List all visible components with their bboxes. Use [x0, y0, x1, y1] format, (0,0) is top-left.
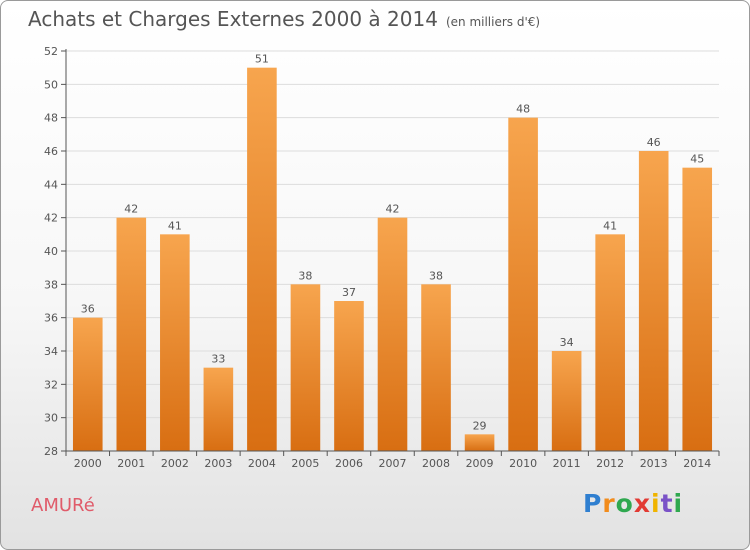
bar	[203, 367, 234, 451]
x-tick-label: 2003	[204, 457, 232, 470]
x-tick-label: 2010	[509, 457, 537, 470]
x-tick-label: 2008	[422, 457, 450, 470]
logo-letter: x	[633, 489, 651, 518]
bar	[160, 234, 190, 451]
logo-letter: t	[660, 489, 674, 518]
logo-letter: o	[615, 489, 634, 518]
x-tick-label: 2005	[291, 457, 319, 470]
y-tick-label: 52	[44, 45, 58, 58]
proxiti-logo: Proxiti	[583, 489, 683, 518]
bar	[72, 317, 103, 451]
bar	[595, 234, 625, 451]
y-tick-label: 50	[44, 78, 58, 91]
bar-value-label: 33	[211, 353, 225, 366]
bar-value-label: 41	[168, 219, 182, 232]
logo-letter: r	[602, 489, 616, 518]
bar	[508, 117, 538, 452]
y-tick-label: 40	[44, 245, 58, 258]
y-tick-label: 34	[44, 345, 58, 358]
y-tick-label: 30	[44, 412, 58, 425]
bar-value-label: 42	[386, 203, 400, 216]
bar-value-label: 42	[124, 203, 138, 216]
x-tick-label: 2009	[466, 457, 494, 470]
y-tick-label: 46	[44, 145, 58, 158]
y-tick-label: 32	[44, 378, 58, 391]
commune-name: AMURé	[31, 495, 95, 516]
bar-value-label: 45	[690, 153, 704, 166]
x-tick-label: 2001	[117, 457, 145, 470]
bar	[247, 67, 277, 452]
y-tick-label: 28	[44, 445, 58, 458]
bar-value-label: 29	[473, 419, 487, 432]
chart-title-text: Achats et Charges Externes 2000 à 2014	[28, 7, 438, 31]
x-tick-label: 2007	[379, 457, 407, 470]
bar-value-label: 51	[255, 53, 269, 66]
bar-value-label: 46	[647, 136, 661, 149]
logo-letter: i	[673, 489, 684, 518]
bar	[290, 284, 321, 451]
bar-layer	[72, 67, 713, 452]
y-tick-label: 42	[44, 212, 58, 225]
bar	[116, 217, 147, 451]
chart-title: Achats et Charges Externes 2000 à 2014 (e…	[28, 7, 540, 31]
logo-letter: P	[583, 489, 603, 518]
x-tick-label: 2000	[74, 457, 102, 470]
bar-value-label: 41	[603, 219, 617, 232]
axis-layer: 28 30 32 34 36 38 40 42 44 46 48 50 52 2000 2001 2002 20…	[44, 45, 720, 470]
bar	[464, 434, 495, 451]
bar	[638, 151, 669, 451]
bar-value-label: 36	[81, 303, 95, 316]
x-tick-label: 2002	[161, 457, 189, 470]
y-tick-label: 38	[44, 278, 58, 291]
y-tick-label: 44	[44, 178, 58, 191]
bar	[682, 167, 713, 451]
bar-value-label: 38	[298, 269, 312, 282]
x-tick-label: 2012	[596, 457, 624, 470]
logo-letter: i	[651, 489, 661, 518]
bar-value-label: 38	[429, 269, 443, 282]
x-tick-label: 2006	[335, 457, 363, 470]
x-tick-label: 2004	[248, 457, 276, 470]
y-tick-label: 48	[44, 112, 58, 125]
bar-value-label: 34	[560, 336, 574, 349]
x-tick-label: 2014	[683, 457, 711, 470]
bar	[377, 217, 408, 451]
bar	[334, 301, 364, 451]
bar-value-label: 37	[342, 286, 356, 299]
bar	[421, 284, 451, 451]
bar-value-label: 48	[516, 103, 530, 116]
x-tick-label: 2011	[553, 457, 581, 470]
bar	[551, 351, 582, 451]
chart-unit: (en milliers d'€)	[445, 15, 541, 29]
label-layer: 36 42 41 33 51 38 37 42 38 29 48 34 41 46 45	[81, 53, 704, 433]
x-tick-label: 2013	[640, 457, 668, 470]
y-tick-label: 36	[44, 312, 58, 325]
